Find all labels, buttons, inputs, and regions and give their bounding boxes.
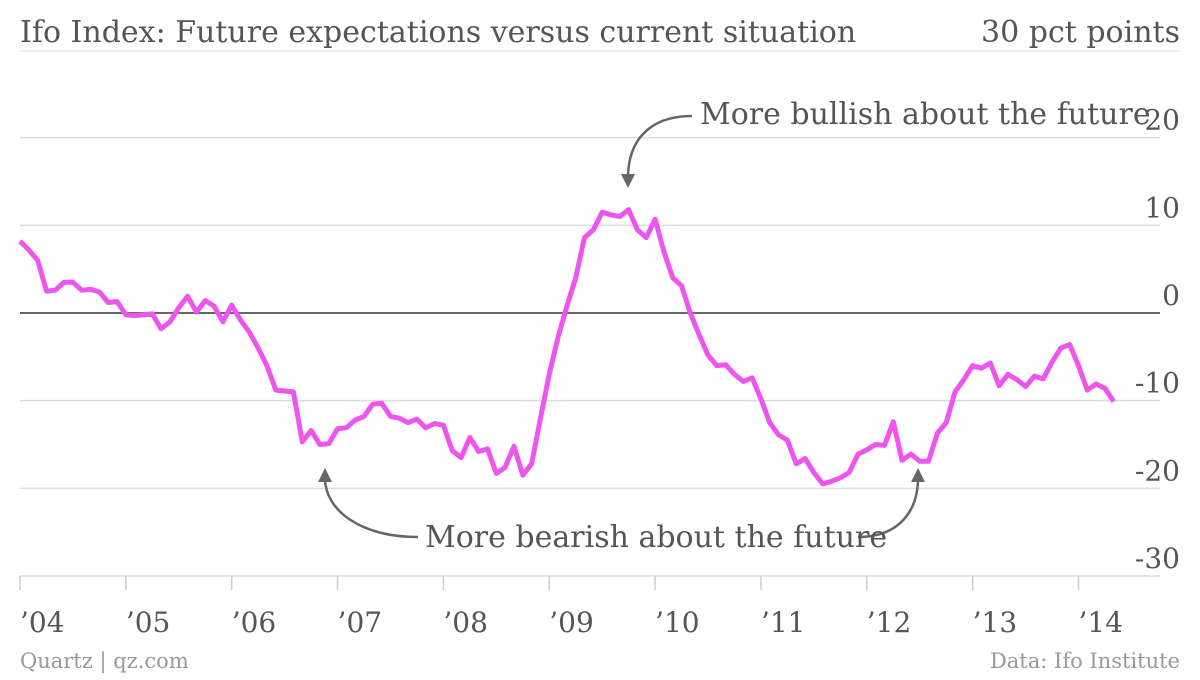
y-tick-label: -30 <box>1135 542 1180 575</box>
arrow <box>323 477 419 539</box>
x-tick-label: ’14 <box>1078 606 1123 639</box>
x-tick-label: ’08 <box>443 606 488 639</box>
y-tick-label: -10 <box>1135 367 1180 400</box>
arrow-head <box>621 174 635 188</box>
x-tick-label: ’13 <box>973 606 1018 639</box>
x-tick-label: ’10 <box>655 606 700 639</box>
x-tick-label: ’07 <box>338 606 383 639</box>
plot-area: -30 -20 -10 0 10 20 ’04 ’05 ’06 ’07 ’08 ’09 ’10 ’11 ’1… <box>18 104 1180 639</box>
annotation-arrows <box>323 114 920 539</box>
arrow <box>857 477 920 539</box>
annotation: More bearish about the future <box>425 520 887 555</box>
annotation: More bullish about the future <box>700 97 1151 132</box>
arrow-head <box>911 468 925 482</box>
x-tick-label: ’09 <box>549 606 594 639</box>
x-tick-label: ’12 <box>867 606 912 639</box>
chart-subtitle: 30 pct points <box>981 15 1180 50</box>
y-tick-label: 0 <box>1162 279 1180 312</box>
credit: Quartz | qz.com <box>20 649 189 674</box>
y-tick-label: -20 <box>1135 454 1180 487</box>
y-tick-label: 20 <box>1144 104 1180 137</box>
arrow-heads <box>318 174 925 482</box>
source: Data: Ifo Institute <box>990 649 1180 673</box>
x-tick-label: ’06 <box>232 606 277 639</box>
data-line <box>18 207 1116 487</box>
y-tick-label: 10 <box>1144 191 1180 224</box>
x-tick-label: ’05 <box>126 606 171 639</box>
arrow <box>626 114 693 179</box>
arrow-head <box>318 468 332 482</box>
x-tick-label: ’11 <box>761 606 806 639</box>
x-tick-label: ’04 <box>20 606 65 639</box>
chart-title: Ifo Index: Future expectations versus cu… <box>20 15 856 50</box>
